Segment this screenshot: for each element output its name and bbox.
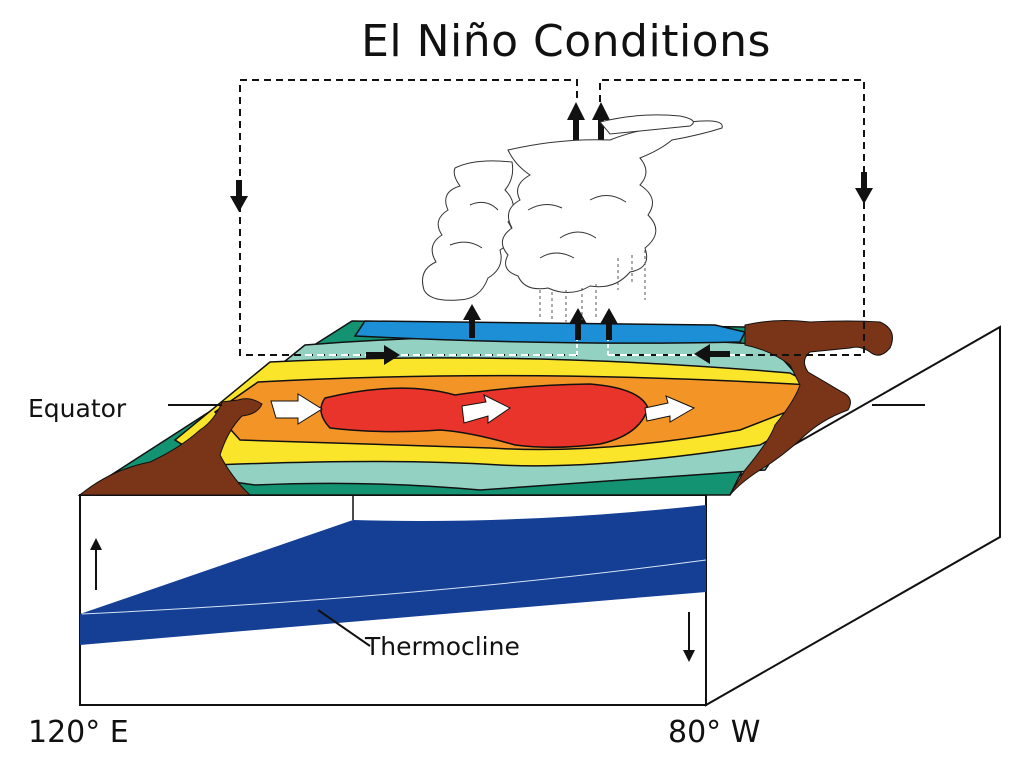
land-south-america [729,320,893,496]
longitude-west-label: 120° E [28,715,129,750]
wind-arrow-eastward [366,345,400,365]
upwelling-arrow [90,538,102,590]
current-arrow-east [644,395,696,423]
thermocline-label: Thermocline [365,632,520,661]
land-asia [78,398,263,496]
thermocline-layer [80,505,706,645]
circulation-loop-west [239,79,578,356]
equator-label: Equator [28,394,127,423]
wind-arrow-westward [694,344,730,364]
convective-clouds [422,114,723,301]
rain-streaks [539,250,646,322]
current-arrow-west [270,393,323,425]
rising-air-arrows [463,102,618,340]
air-sinking-west-arrow [230,180,248,212]
downwelling-arrow [683,612,695,662]
atmosphere-cap [353,320,747,344]
circulation-loop-east [599,79,865,356]
current-arrow-center [461,394,511,424]
diagram-title: El Niño Conditions [361,16,771,67]
longitude-east-label: 80° W [668,715,761,750]
air-sinking-east-arrow [855,172,873,204]
thermocline-pointer [317,609,371,647]
